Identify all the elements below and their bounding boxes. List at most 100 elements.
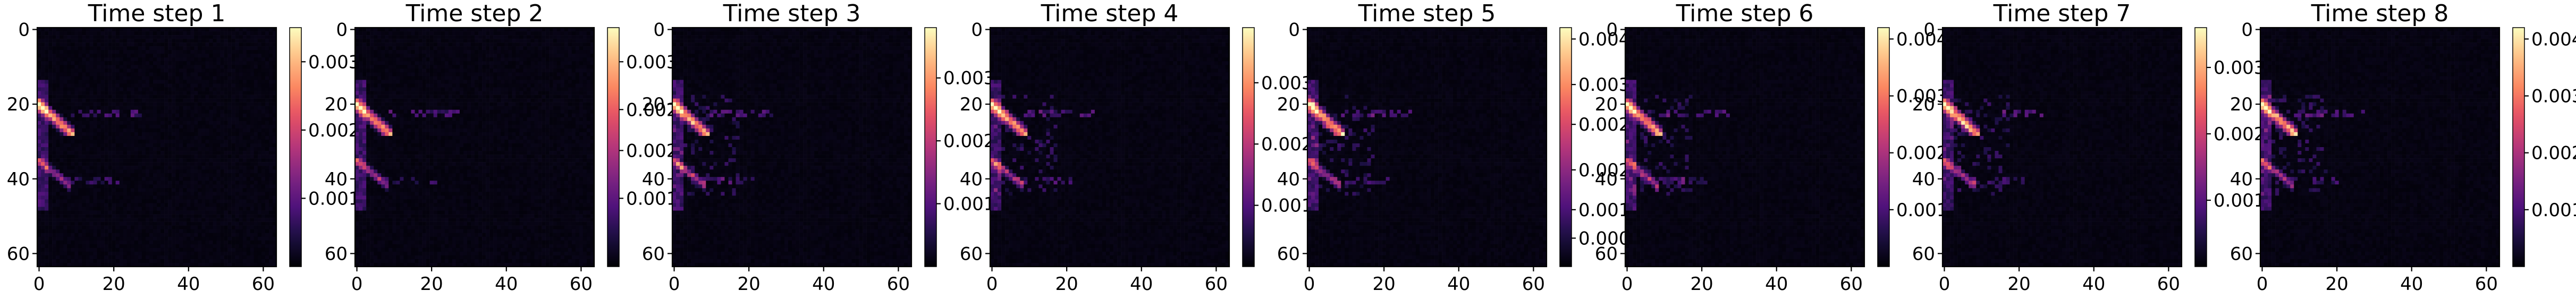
- heatmap-cell: [138, 166, 142, 169]
- heatmap-cell: [235, 102, 239, 106]
- heatmap-cell: [467, 39, 471, 42]
- heatmap-cell: [201, 106, 205, 110]
- heatmap-cell: [407, 50, 411, 54]
- heatmap-cell: [228, 248, 232, 252]
- heatmap-cell: [482, 39, 486, 42]
- heatmap-cell: [127, 192, 131, 195]
- heatmap-cell: [228, 195, 232, 199]
- heatmap-cell: [247, 65, 250, 69]
- heatmap-cell: [265, 83, 269, 87]
- heatmap-cell: [67, 50, 71, 54]
- heatmap-cell: [261, 222, 265, 226]
- heatmap-cell: [213, 166, 216, 169]
- heatmap-cell: [221, 88, 224, 91]
- heatmap-cell: [142, 69, 146, 72]
- heatmap-cell: [153, 95, 157, 99]
- heatmap-cell: [60, 83, 63, 87]
- heatmap-cell: [265, 173, 269, 177]
- heatmap-cell: [48, 132, 52, 136]
- heatmap-cell: [239, 173, 243, 177]
- heatmap-cell: [131, 158, 134, 162]
- heatmap-cell: [89, 203, 93, 207]
- heatmap-cell: [101, 226, 105, 229]
- heatmap-cell: [78, 215, 82, 218]
- heatmap-cell: [63, 61, 67, 65]
- heatmap-cell: [258, 106, 261, 110]
- heatmap-cell: [179, 248, 183, 252]
- heatmap-cell: [134, 259, 138, 263]
- heatmap-cell: [254, 188, 258, 192]
- heatmap-cell: [190, 218, 194, 222]
- heatmap-cell: [120, 215, 123, 218]
- heatmap-cell: [86, 151, 89, 155]
- heatmap-cell: [161, 35, 164, 39]
- heatmap-cell: [239, 195, 243, 199]
- heatmap-cell: [48, 46, 52, 50]
- heatmap-cell: [576, 42, 579, 46]
- heatmap-cell: [232, 46, 235, 50]
- heatmap-cell: [112, 203, 116, 207]
- heatmap-cell: [250, 99, 254, 102]
- heatmap-cell: [175, 218, 179, 222]
- heatmap-cell: [250, 39, 254, 42]
- heatmap-cell: [497, 31, 501, 35]
- heatmap-cell: [213, 136, 216, 140]
- heatmap-cell: [243, 54, 247, 57]
- heatmap-cell: [108, 166, 112, 169]
- heatmap-cell: [265, 54, 269, 57]
- heatmap-cell: [232, 76, 235, 80]
- heatmap-cell: [101, 76, 105, 80]
- heatmap-cell: [45, 69, 48, 72]
- heatmap-cell: [482, 46, 486, 50]
- heatmap-cell: [489, 65, 493, 69]
- heatmap-cell: [168, 50, 172, 54]
- heatmap-cell: [120, 233, 123, 237]
- heatmap-cell: [217, 54, 221, 57]
- heatmap-cell: [93, 147, 97, 151]
- heatmap-cell: [134, 233, 138, 237]
- heatmap-cell: [120, 31, 123, 35]
- heatmap-cell: [265, 207, 269, 211]
- heatmap-cell: [41, 203, 45, 207]
- heatmap-cell: [564, 42, 568, 46]
- heatmap-cell: [374, 50, 377, 54]
- heatmap-cell: [138, 173, 142, 177]
- heatmap-cell: [198, 169, 201, 173]
- heatmap-cell: [407, 35, 411, 39]
- heatmap-cell: [194, 46, 198, 50]
- heatmap-cell: [116, 207, 120, 211]
- heatmap-cell: [82, 192, 86, 195]
- heatmap-cell: [530, 31, 534, 35]
- heatmap-cell: [201, 188, 205, 192]
- heatmap-cell: [198, 215, 201, 218]
- heatmap-cell: [60, 155, 63, 158]
- heatmap-cell: [452, 72, 456, 76]
- heatmap-cell: [478, 72, 482, 76]
- heatmap-cell: [67, 91, 71, 95]
- heatmap-cell: [175, 166, 179, 169]
- heatmap-cell: [183, 140, 187, 143]
- heatmap-cell: [261, 61, 265, 65]
- heatmap-cell: [535, 57, 538, 61]
- heatmap-cell: [247, 110, 250, 114]
- heatmap-cell: [63, 72, 67, 76]
- heatmap-cell: [86, 237, 89, 241]
- heatmap-cell: [209, 121, 213, 125]
- heatmap-cell: [217, 244, 221, 248]
- heatmap-cell: [41, 83, 45, 87]
- heatmap-cell: [172, 192, 175, 195]
- heatmap-cell: [112, 46, 116, 50]
- heatmap-cell: [123, 192, 127, 195]
- heatmap-cell: [175, 57, 179, 61]
- heatmap-cell: [460, 46, 463, 50]
- heatmap-cell: [138, 72, 142, 76]
- heatmap-cell: [213, 42, 216, 46]
- heatmap-cell: [52, 121, 56, 125]
- heatmap-cell: [97, 237, 101, 241]
- heatmap-cell: [205, 95, 209, 99]
- heatmap-cell: [430, 46, 434, 50]
- heatmap-cell: [131, 50, 134, 54]
- heatmap-cell: [45, 57, 48, 61]
- heatmap-cell: [463, 65, 467, 69]
- heatmap-cell: [198, 95, 201, 99]
